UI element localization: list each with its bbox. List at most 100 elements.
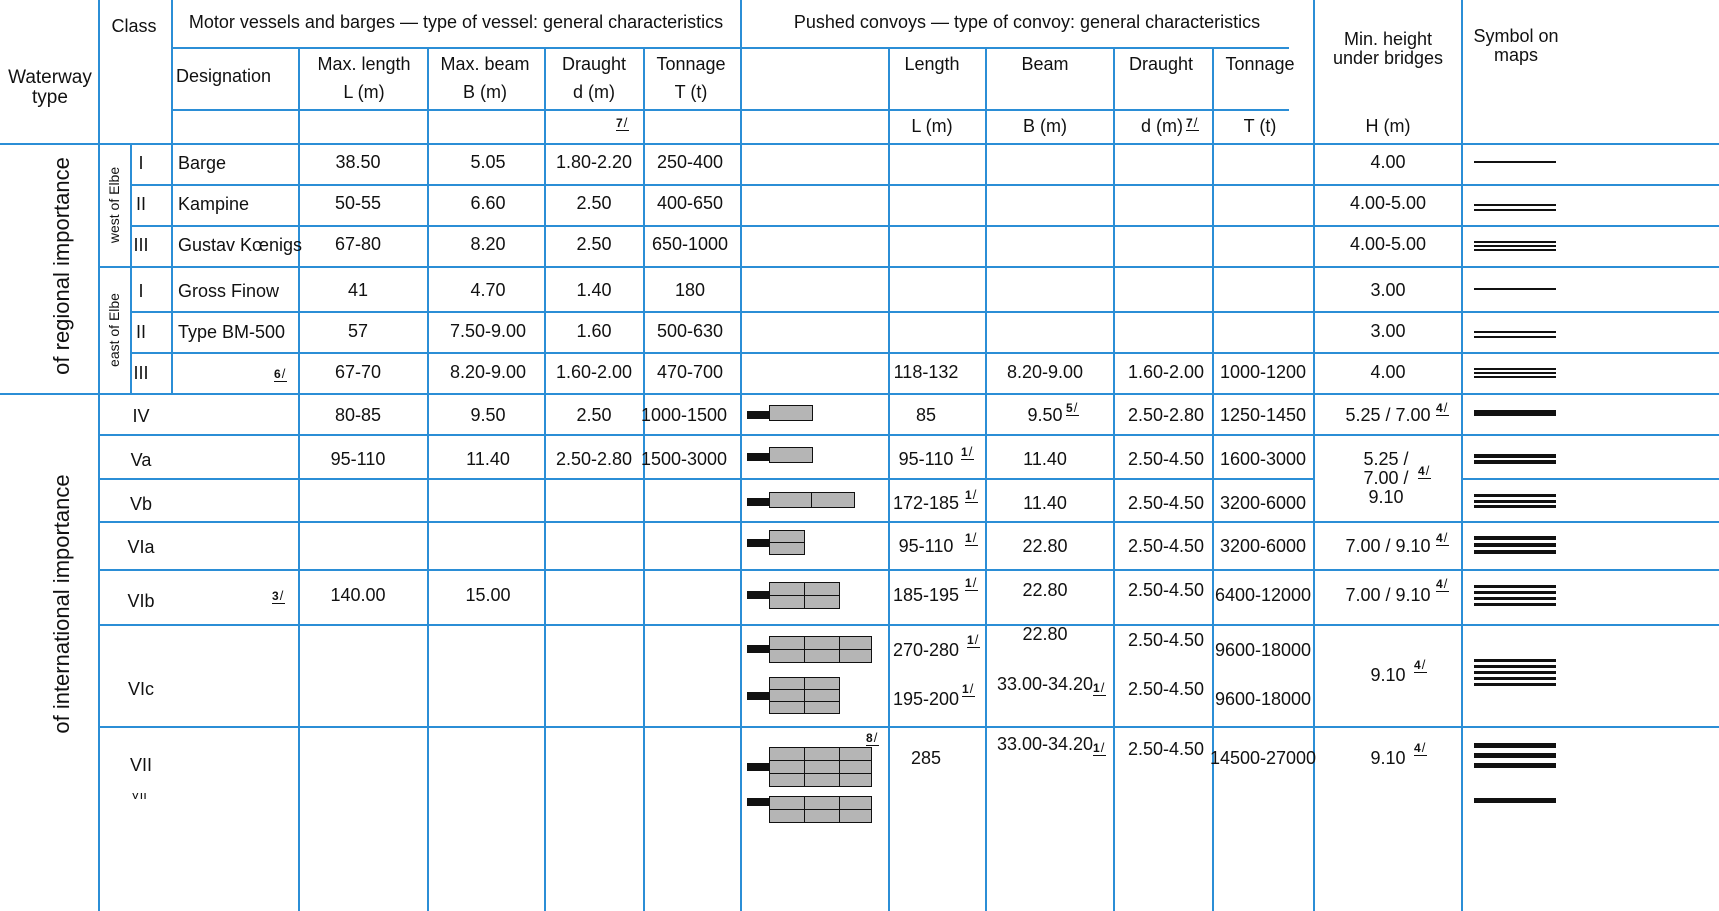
- convoy-draught-cell: 2.50-4.50: [1127, 536, 1205, 556]
- footnote-ref: 4: [1414, 741, 1428, 756]
- class-cell: VIa: [127, 537, 155, 557]
- convoy-length-cell: 185-195: [892, 585, 960, 605]
- footnote-ref: 3: [272, 589, 286, 604]
- draught-cell: 2.50: [576, 234, 612, 254]
- map-symbol: [1474, 158, 1556, 164]
- footnote-ref: 6: [274, 367, 288, 382]
- max-length-cell: 80-85: [334, 405, 382, 425]
- convoy-tonnage-cell: 1000-1200: [1219, 362, 1307, 382]
- convoy-diagram: [747, 492, 859, 510]
- min-height-cell: 3.00: [1370, 280, 1406, 300]
- footnote-ref: 8: [866, 731, 880, 746]
- map-symbol: [1474, 742, 1556, 776]
- rule: [130, 225, 1719, 227]
- class-cell: II: [135, 322, 147, 342]
- max-length-cell: 140.00: [330, 585, 386, 605]
- max-beam-unit: B (m): [463, 82, 507, 102]
- max-length-header: Max. length: [317, 54, 411, 74]
- min-height-cell: 7.00 / 9.10: [1345, 585, 1431, 605]
- class-cell: VII: [129, 755, 153, 775]
- max-beam-cell: 9.50: [470, 405, 506, 425]
- beam-unit: B (m): [1023, 116, 1067, 136]
- designation-header: Designation: [176, 66, 272, 86]
- draught2-unit: d (m): [1141, 116, 1183, 136]
- rule: [888, 47, 890, 911]
- tonnage2-header: Tonnage: [1225, 54, 1295, 74]
- class-cell: III: [133, 235, 149, 255]
- footnote-ref: 1: [1093, 741, 1107, 756]
- convoy-tonnage-cell: 3200-6000: [1219, 493, 1307, 513]
- rule: [643, 47, 645, 911]
- footnote-ref: 1: [965, 531, 979, 546]
- rule: [985, 47, 987, 911]
- footnote-ref: 4: [1414, 658, 1428, 673]
- class-header: Class: [111, 16, 157, 36]
- west-of-elbe-label: west of Elbe: [106, 166, 122, 244]
- min-height-header: Min. height under bridges: [1332, 29, 1444, 68]
- class-cell: IV: [132, 406, 150, 426]
- max-beam-cell: 8.20-9.00: [449, 362, 527, 382]
- tonnage2-unit: T (t): [1243, 116, 1277, 136]
- tonnage-cell: 400-650: [656, 193, 724, 213]
- draught-header: Draught: [561, 54, 627, 74]
- convoy-diagram: [747, 796, 875, 826]
- max-beam-cell: 15.00: [465, 585, 511, 605]
- convoy-beam-cell: 22.80: [1022, 580, 1068, 600]
- draught-unit: d (m): [573, 82, 615, 102]
- rule: [171, 0, 173, 393]
- class-cell: II: [135, 194, 147, 214]
- max-length-cell: 67-70: [334, 362, 382, 382]
- east-of-elbe-label: east of Elbe: [106, 293, 122, 367]
- footnote-ref: 4: [1436, 401, 1450, 416]
- convoy-beam-cell: 8.20-9.00: [1006, 362, 1084, 382]
- convoy-beam-cell: 33.00-34.20: [996, 734, 1094, 754]
- rule: [98, 726, 1719, 728]
- footnote-ref: 4: [1436, 531, 1450, 546]
- convoy-draught-cell: 1.60-2.00: [1127, 362, 1205, 382]
- max-length-cell: 41: [347, 280, 369, 300]
- max-beam-cell: 4.70: [470, 280, 506, 300]
- draught-cell: 2.50: [576, 405, 612, 425]
- rule: [1212, 47, 1214, 911]
- convoy-draught-cell: 2.50-4.50: [1127, 630, 1205, 650]
- convoy-draught-cell: 2.50-4.50: [1127, 449, 1205, 469]
- tonnage-cell: 180: [674, 280, 706, 300]
- min-height-cell: 4.00: [1370, 152, 1406, 172]
- beam-header: Beam: [1021, 54, 1069, 74]
- map-symbol: [1474, 366, 1556, 380]
- designation-cell: Barge: [178, 153, 227, 173]
- convoy-beam-cell: 11.40: [1023, 449, 1067, 469]
- rule: [298, 47, 300, 911]
- map-symbol: [1474, 796, 1556, 804]
- map-symbol: [1474, 408, 1556, 418]
- rule: [98, 624, 1719, 626]
- draught-cell: 2.50: [576, 193, 612, 213]
- rule: [98, 569, 1719, 571]
- convoy-beam-cell: 22.80: [1022, 536, 1068, 556]
- length-unit: L (m): [911, 116, 953, 136]
- rule: [130, 352, 1719, 354]
- convoy-tonnage-cell: 6400-12000: [1214, 585, 1312, 605]
- min-height-cell: 7.00 / 9.10: [1345, 536, 1431, 556]
- convoy-length-cell: 85: [915, 405, 937, 425]
- max-beam-cell: 7.50-9.00: [449, 321, 527, 341]
- convoy-diagram: [747, 447, 817, 465]
- draught2-header: Draught: [1128, 54, 1194, 74]
- draught-cell: 1.40: [576, 280, 612, 300]
- min-height-cell: 9.10: [1370, 665, 1406, 685]
- designation-cell: Gross Finow: [178, 281, 280, 301]
- min-height-unit: H (m): [1365, 116, 1411, 136]
- min-height-cell: 4.00-5.00: [1349, 234, 1427, 254]
- convoy-beam-cell: 9.50: [1027, 405, 1063, 425]
- footnote-ref: 1: [1093, 681, 1107, 696]
- map-symbol: [1474, 452, 1556, 466]
- tonnage-cell: 1500-3000: [640, 449, 728, 469]
- footnote-ref: 5: [1066, 401, 1080, 416]
- map-symbol: [1474, 285, 1556, 291]
- max-length-cell: 95-110: [330, 449, 386, 469]
- map-symbol: [1474, 239, 1556, 253]
- footnote-ref: 1: [965, 488, 979, 503]
- rule: [98, 478, 1314, 480]
- footnote-ref: 7: [1186, 116, 1200, 131]
